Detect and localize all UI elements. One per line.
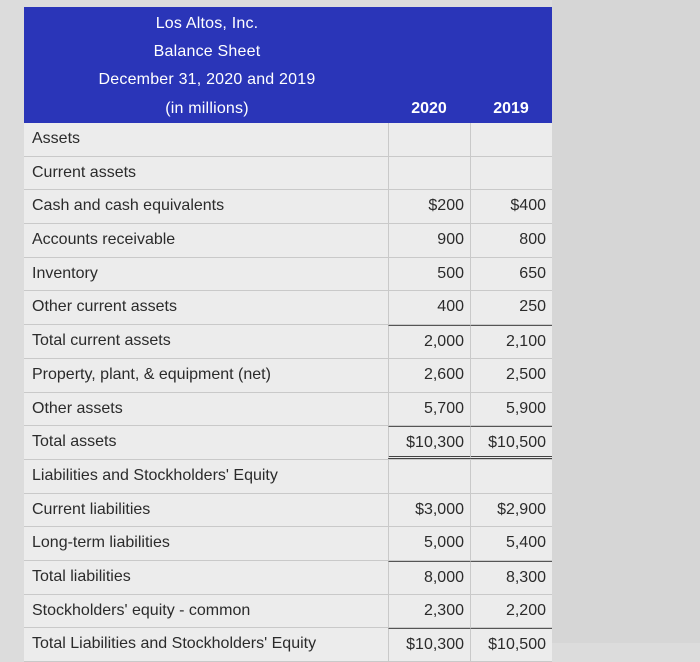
row-label: Inventory (32, 264, 98, 282)
table-row: Total liabilities 8,000 8,300 (24, 560, 552, 595)
value-2020: 900 (388, 224, 470, 257)
row-label: Long-term liabilities (32, 534, 170, 552)
row-label: Accounts receivable (32, 231, 176, 249)
row-label: Stockholders' equity - common (32, 601, 251, 619)
row-label: Cash and cash equivalents (32, 197, 225, 215)
statement-dates: December 31, 2020 and 2019 (98, 71, 316, 88)
value-2020: $10,300 (388, 426, 470, 459)
table-row: Assets (24, 123, 552, 157)
statement-title: Balance Sheet (153, 43, 261, 60)
column-header-2020: 2020 (411, 100, 447, 117)
value-2020: $200 (388, 190, 470, 224)
value-2019: 250 (470, 291, 552, 325)
table-row: Total current assets 2,000 2,100 (24, 325, 552, 359)
value-2020: 5,700 (388, 392, 470, 426)
row-label: Total assets (32, 433, 117, 451)
table-row: Other assets 5,700 5,900 (24, 392, 552, 427)
value-2020: 2,300 (388, 594, 470, 628)
value-2020: $3,000 (388, 493, 470, 527)
table-row: Cash and cash equivalents $200 $400 (24, 190, 552, 225)
units-label: (in millions) (165, 100, 249, 117)
row-label: Total current assets (32, 332, 171, 350)
row-label: Current assets (32, 163, 137, 181)
value-2019: 2,100 (470, 325, 552, 358)
company-name: Los Altos, Inc. (155, 15, 259, 32)
row-label: Other current assets (32, 298, 177, 316)
value-2019: 2,500 (470, 358, 552, 392)
value-2020: $10,300 (388, 628, 470, 661)
value-2019: $10,500 (470, 628, 552, 661)
value-2019: $10,500 (470, 426, 552, 459)
table-row: Stockholders' equity - common 2,300 2,200 (24, 594, 552, 629)
table-row: Property, plant, & equipment (net) 2,600 2… (24, 358, 552, 393)
value-2020: 5,000 (388, 527, 470, 560)
value-2020: 2,000 (388, 325, 470, 358)
table-row: Accounts receivable 900 800 (24, 224, 552, 258)
value-2019: 650 (470, 257, 552, 291)
value-2020: 500 (388, 257, 470, 291)
value-2020: 8,000 (388, 560, 470, 594)
table-row: Long-term liabilities 5,000 5,400 (24, 527, 552, 561)
table-row: Total assets $10,300 $10,500 (24, 426, 552, 460)
table-row: Total Liabilities and Stockholders' Equi… (24, 628, 552, 662)
row-label: Current liabilities (32, 500, 151, 518)
row-label: Assets (32, 130, 81, 147)
value-2019 (470, 123, 552, 156)
value-2019 (470, 156, 552, 190)
table-row: Current assets (24, 156, 552, 191)
value-2019 (470, 459, 552, 493)
value-2020 (388, 123, 470, 156)
table-row: Inventory 500 650 (24, 257, 552, 292)
table-header: Los Altos, Inc. Balance Sheet December 3… (24, 7, 552, 123)
row-label: Property, plant, & equipment (net) (32, 365, 271, 383)
value-2019: 5,900 (470, 392, 552, 426)
value-2019: 8,300 (470, 560, 552, 594)
value-2019: $400 (470, 190, 552, 224)
value-2019: 2,200 (470, 594, 552, 628)
value-2020: 2,600 (388, 358, 470, 392)
table-body: Assets Current assets Cash and cash equi… (24, 123, 552, 662)
background-right (552, 0, 700, 643)
table-row: Other current assets 400 250 (24, 291, 552, 326)
value-2019: 5,400 (470, 527, 552, 560)
value-2019: $2,900 (470, 493, 552, 527)
table-row: Current liabilities $3,000 $2,900 (24, 493, 552, 528)
row-label: Total liabilities (32, 567, 131, 585)
value-2020 (388, 459, 470, 493)
row-label: Total Liabilities and Stockholders' Equi… (32, 635, 317, 653)
column-header-2019: 2019 (493, 100, 529, 117)
value-2019: 800 (470, 224, 552, 257)
row-label: Other assets (32, 399, 123, 417)
row-label: Liabilities and Stockholders' Equity (32, 466, 278, 484)
value-2020: 400 (388, 291, 470, 325)
balance-sheet-table: Los Altos, Inc. Balance Sheet December 3… (24, 7, 552, 662)
table-row: Liabilities and Stockholders' Equity (24, 459, 552, 494)
value-2020 (388, 156, 470, 190)
